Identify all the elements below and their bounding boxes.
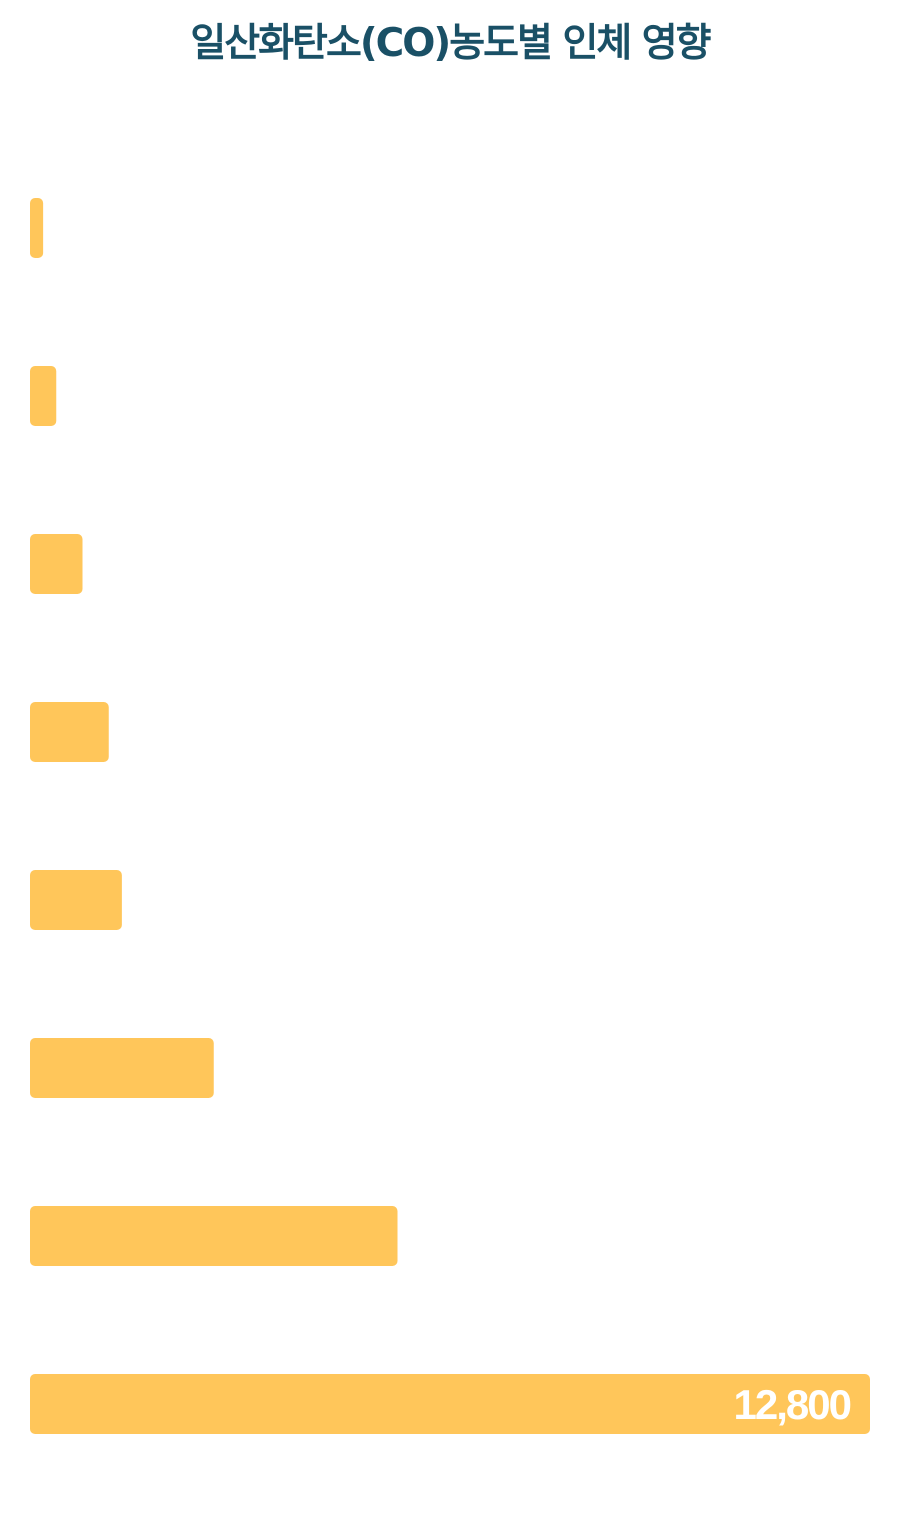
bar-2	[30, 366, 57, 426]
bar-6	[30, 1038, 214, 1098]
bar-5	[30, 870, 122, 930]
bar-1	[30, 198, 44, 258]
bar-value-label-8: 12,800	[734, 1381, 851, 1428]
bar-7	[30, 1206, 398, 1266]
chart-title: 일산화탄소(CO)농도별 인체 영향	[190, 21, 711, 66]
bar-3	[30, 534, 83, 594]
bar-4	[30, 702, 109, 762]
bar-8	[30, 1374, 870, 1434]
